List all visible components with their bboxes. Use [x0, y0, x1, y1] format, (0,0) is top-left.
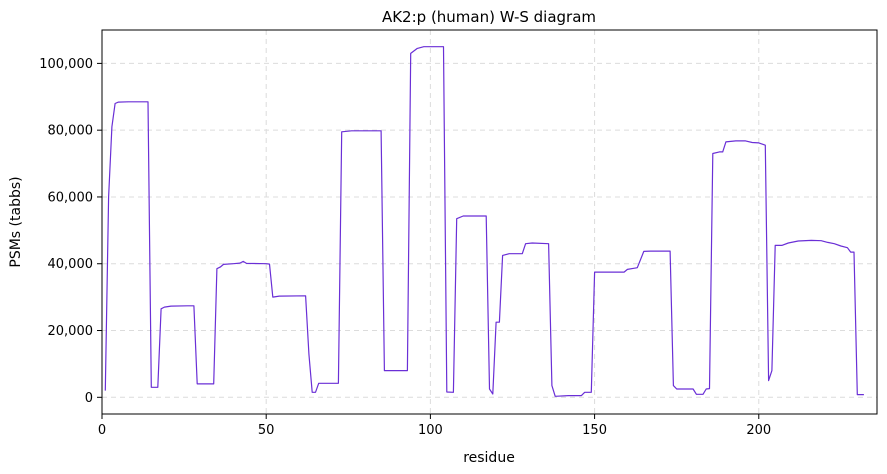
- x-axis-label: residue: [463, 450, 515, 466]
- x-tick-label: 100: [418, 423, 443, 438]
- y-axis-label: PSMs (tabbs): [8, 176, 24, 267]
- y-tick-label: 80,000: [48, 124, 94, 139]
- y-tick-label: 40,000: [48, 257, 94, 272]
- x-tick-label: 50: [258, 423, 275, 438]
- chart-title: AK2:p (human) W-S diagram: [382, 8, 596, 26]
- x-tick-label: 0: [98, 423, 106, 438]
- grid: [101, 30, 877, 414]
- series-line: [104, 46, 864, 397]
- x-tick-label: 200: [746, 423, 771, 438]
- y-tick-label: 100,000: [39, 57, 93, 72]
- x-tick-label: 150: [582, 423, 607, 438]
- y-tick-label: 0: [85, 391, 93, 406]
- series-layer: [104, 46, 864, 397]
- ticks: 0 50 100 150 200 0 20,000 40,000 60,000 80,000 100…: [39, 57, 771, 438]
- y-tick-label: 60,000: [48, 190, 94, 205]
- y-tick-label: 20,000: [48, 324, 94, 339]
- plot-frame: [101, 29, 878, 415]
